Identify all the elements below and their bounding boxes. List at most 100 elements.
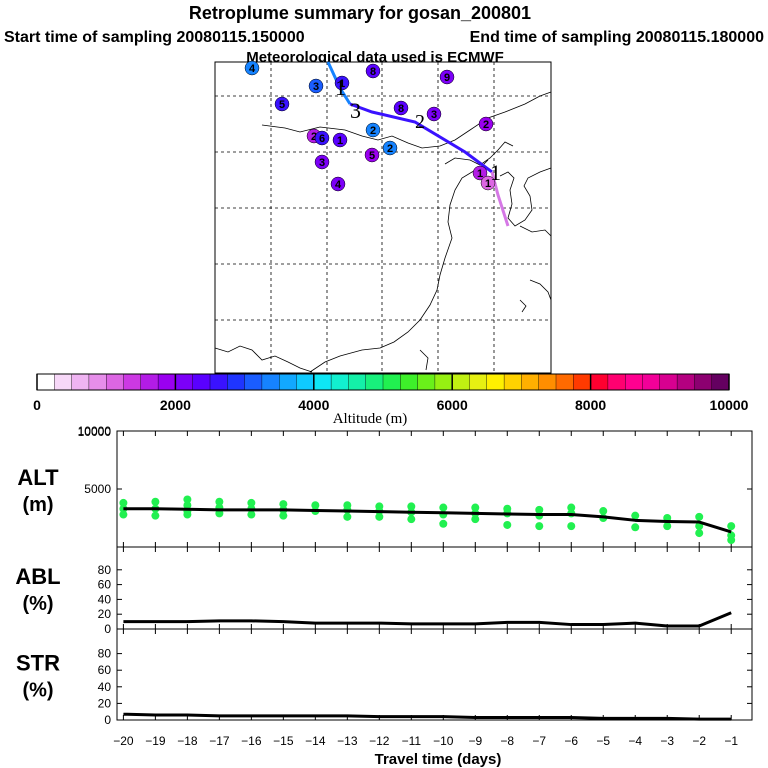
cluster-marker [382,140,398,156]
y-tick-label: 40 [98,592,112,606]
colorbar-swatch [140,373,159,391]
colorbar-swatch [607,373,626,391]
colorbar-tick-label: 2000 [160,397,191,413]
cluster-marker [244,60,260,76]
x-tick-label: −9 [468,734,482,748]
x-tick-label: −12 [369,734,390,748]
altitude-point [279,511,288,520]
colorbar-swatch [417,373,436,391]
cluster-marker [472,165,488,181]
x-tick-label: −7 [532,734,546,748]
cluster-marker-label: 2 [311,131,317,143]
colorbar-swatch [209,373,228,391]
altitude-point [183,510,192,519]
start-time-label: Start time of sampling 20080115.150000 [4,29,305,46]
altitude-point [567,503,576,512]
map-gridlines [215,62,551,373]
trajectory-day-label: 1 [490,160,501,185]
altitude-point [663,522,672,531]
colorbar-swatch [521,373,540,391]
x-tick-label: −2 [692,734,706,748]
colorbar-swatch [105,373,124,391]
colorbar-swatch [157,373,176,391]
cluster-marker [426,106,442,122]
colorbar-swatch [123,373,142,391]
x-tick-label: −18 [177,734,198,748]
trajectory-day-label: 3 [350,98,361,123]
mean-line-str [123,712,732,721]
colorbar-swatch [261,373,280,391]
altitude-point [471,515,480,524]
x-tick-label: −6 [564,734,578,748]
x-tick-label: −5 [596,734,610,748]
cluster-marker-label: 5 [369,150,375,162]
panel-ylabel: ALT [17,465,59,490]
cluster-marker [393,100,409,116]
cluster-marker-label: 1 [485,178,491,190]
panel-frame [116,546,753,630]
x-tick-label: −8 [500,734,514,748]
cluster-marker-label: 1 [337,135,343,147]
altitude-point [247,498,256,507]
altitude-point [407,502,416,511]
altitude-point [439,503,448,512]
altitude-point [599,507,608,516]
cluster-marker [314,154,330,170]
cluster-marker [274,96,290,112]
panel-ylabel: ABL [15,564,60,589]
mean-line-alt [123,507,732,534]
x-tick-label: −17 [209,734,230,748]
altitude-point [375,512,384,521]
map-frame [214,61,552,374]
colorbar-swatch [296,373,315,391]
end-time-label: End time of sampling 20080115.180000 [470,29,764,46]
cluster-marker [308,78,324,94]
panel-frame [116,430,753,548]
cluster-marker-label: 1 [339,78,345,90]
colorbar-swatch [279,373,298,391]
y-tick-label: 60 [98,663,112,677]
cluster-marker [365,63,381,79]
colorbar-tick-label: 10000 [710,397,749,413]
colorbar-swatch [330,373,349,391]
x-tick-label: −14 [305,734,326,748]
colorbar-swatch [590,373,609,391]
colorbar-swatch [642,373,661,391]
cluster-marker-label: 8 [398,103,404,115]
colorbar-tick-label: 4000 [298,397,329,413]
altitude-point [279,500,288,509]
x-tick-label: −4 [628,734,642,748]
y-tick-label: 40 [98,680,112,694]
y-tick-label: 20 [98,607,112,621]
y-tick-label: 80 [98,563,112,577]
altitude-point [119,498,128,507]
altitude-point [727,522,736,531]
x-axis-tick-labels: −20 −19 −18 −17 −16 −15 −14 −13 −12 −11 −10 −9 −8 −7 −… [113,734,738,748]
x-tick-label: −1 [724,734,738,748]
colorbar-swatch [694,373,713,391]
cluster-marker-label: 4 [249,63,256,75]
panel-frame [116,628,753,721]
trajectory-day-label: 2 [415,111,425,133]
cluster-marker [314,130,330,146]
colorbar-swatch [313,373,332,391]
altitude-point [215,497,224,506]
y-tick-label: 10000 [78,424,112,438]
panel-ylabel: STR [16,651,60,676]
trajectory-day-label: 1 [335,75,346,100]
cluster-marker [330,176,346,192]
x-tick-label: −15 [273,734,294,748]
altitude-point [695,529,704,538]
colorbar-swatch [365,373,384,391]
x-tick-label: −19 [145,734,166,748]
colorbar-swatch [175,373,194,391]
altitude-point [535,505,544,514]
y-tick-label: 10000 [78,425,112,439]
altitude-point [183,495,192,504]
colorbar-swatch [382,373,401,391]
colorbar-swatch [625,373,644,391]
altitude-point [407,515,416,524]
